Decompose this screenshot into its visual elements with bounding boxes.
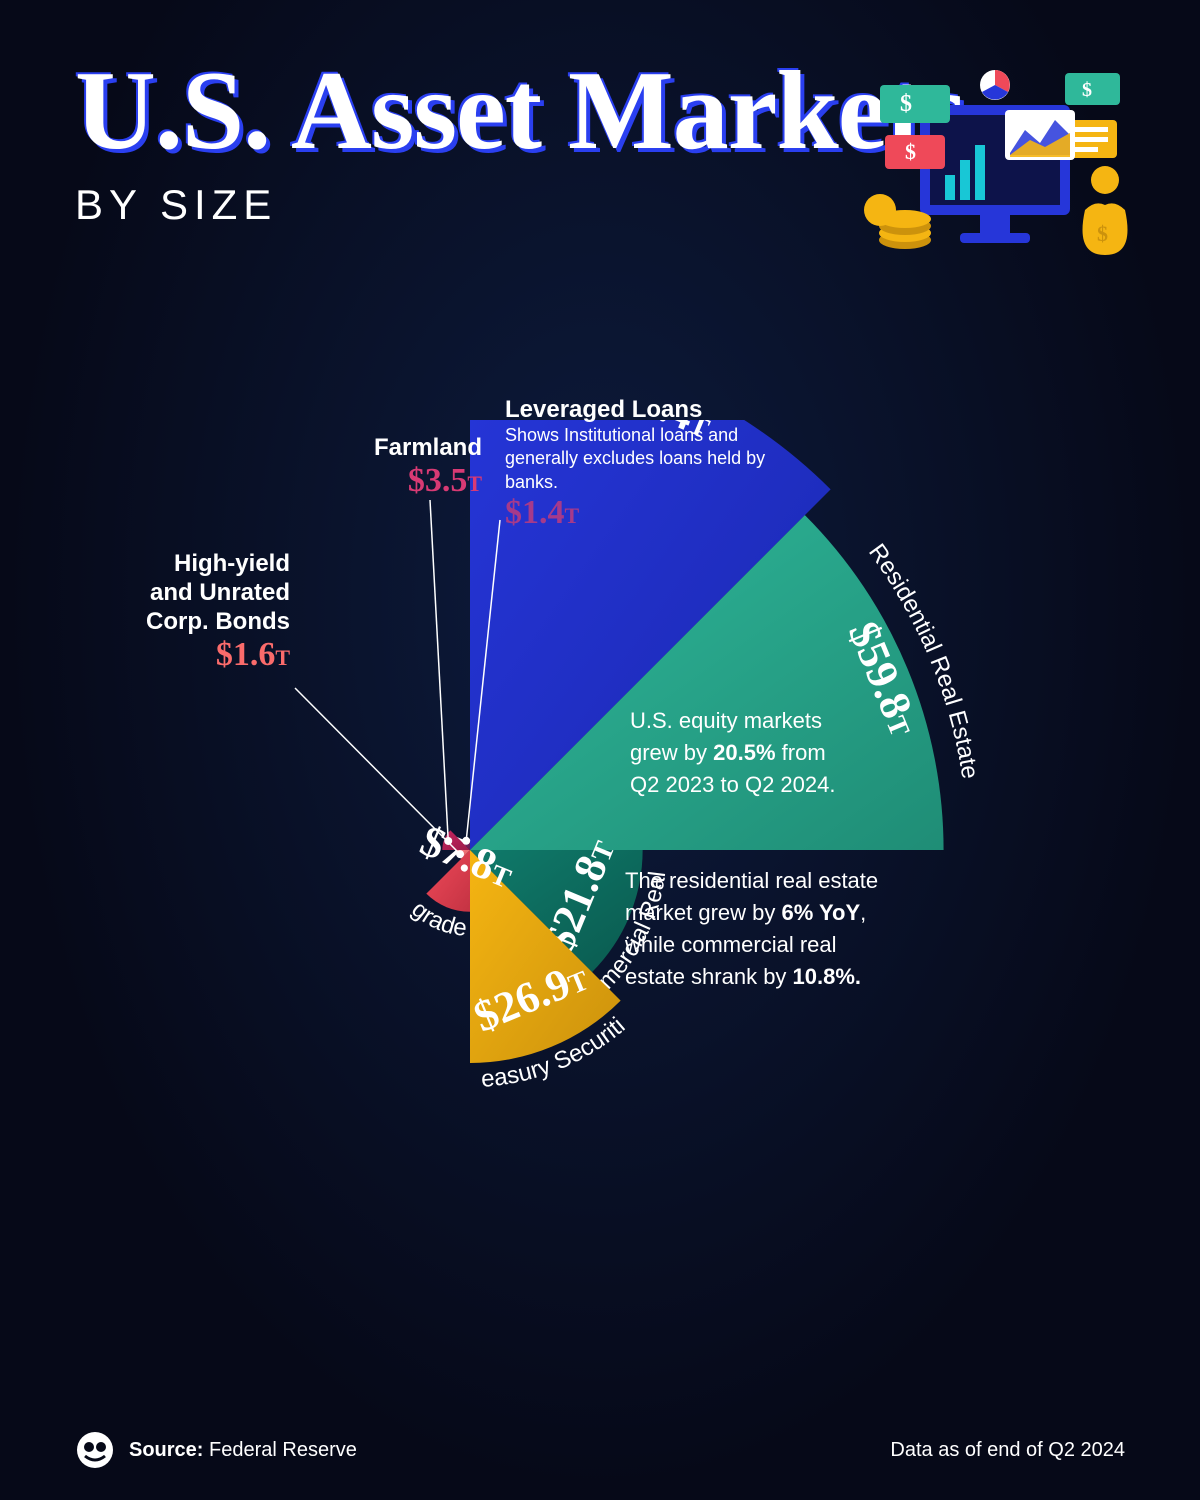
annot-name: Leveraged Loans <box>505 396 785 424</box>
annot-value: $3.5T <box>332 462 482 500</box>
leader-line <box>430 500 448 841</box>
svg-text:$: $ <box>900 91 912 117</box>
annot-desc: Shows Institutional loans and generally … <box>505 424 785 494</box>
callout-realestate: The residential real estatemarket grew b… <box>625 865 878 993</box>
svg-text:$: $ <box>1082 79 1092 101</box>
data-date: Data as of end of Q2 2024 <box>890 1439 1125 1462</box>
leader-line <box>295 688 460 854</box>
svg-text:$: $ <box>1097 221 1108 246</box>
annot-name: Farmland <box>332 434 482 462</box>
footer: Source: Federal Reserve Data as of end o… <box>0 1430 1200 1470</box>
source: Source: Federal Reserve <box>129 1439 357 1462</box>
annot-farmland: Farmland $3.5T <box>332 434 482 500</box>
logo-icon <box>75 1430 115 1470</box>
annot-value: $1.4T <box>505 494 785 532</box>
callout-equities: U.S. equity marketsgrew by 20.5% fromQ2 … <box>630 705 836 801</box>
hero-finance-icon: $ $ $ $ <box>830 65 1130 265</box>
annot-name: High-yield and Unrated Corp. Bonds <box>110 550 290 636</box>
polar-area-chart: $64.4TEquities$59.8TResidential Real Est… <box>0 420 1200 1420</box>
annot-leveraged-loans: Leveraged Loans Shows Institutional loan… <box>505 396 785 532</box>
annot-value: $1.6T <box>110 636 290 674</box>
svg-text:$: $ <box>905 139 916 164</box>
annot-hyb: High-yield and Unrated Corp. Bonds $1.6T <box>110 550 290 674</box>
